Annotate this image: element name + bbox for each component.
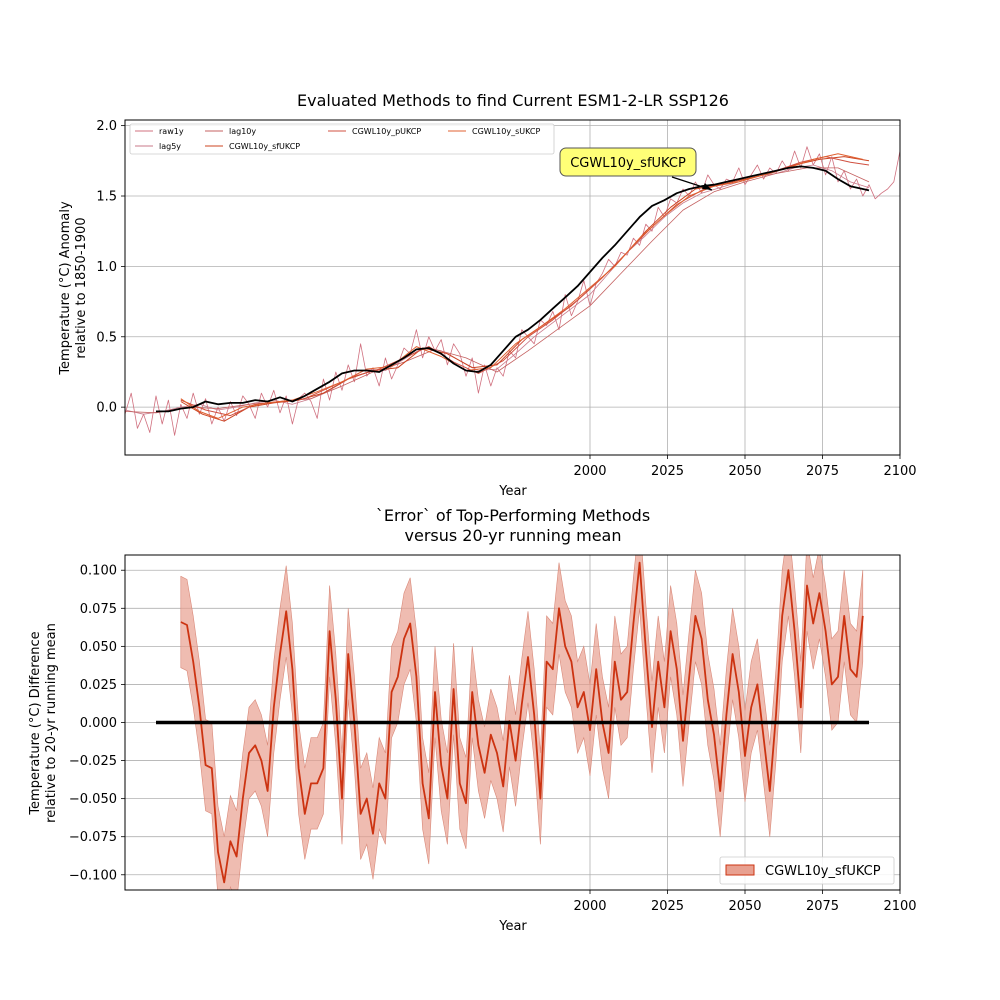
x-tick-label: 2000 xyxy=(573,464,606,479)
y-tick-label: 0.075 xyxy=(80,602,117,617)
x-tick-label: 2025 xyxy=(651,464,684,479)
top-x-ticks: 2000 2025 2050 2075 2100 xyxy=(573,455,917,479)
bottom-chart-title-line1: `Error` of Top-Performing Methods xyxy=(376,506,650,525)
legend-label: CGWL10y_sfUKCP xyxy=(229,142,300,151)
x-tick-label: 2050 xyxy=(728,899,761,914)
y-tick-label: 0.050 xyxy=(80,640,117,655)
y-tick-label: 1.5 xyxy=(96,190,117,205)
bottom-y-axis-label-line2: relative to 20-yr running mean xyxy=(44,623,59,823)
top-legend: raw1y lag5y lag10y CGWL10y_sfUKCP CGWL10y_pU… xyxy=(129,123,555,155)
bottom-lines xyxy=(156,561,869,884)
y-tick-label: 0.0 xyxy=(96,401,117,416)
y-tick-label: −0.100 xyxy=(69,868,117,883)
y-tick-label: 0.5 xyxy=(96,330,117,345)
bottom-chart-title-line2: versus 20-yr running mean xyxy=(405,526,622,545)
series-line-raw1y xyxy=(125,146,900,436)
legend-label: lag5y xyxy=(159,142,181,151)
x-tick-label: 2075 xyxy=(806,464,839,479)
series-line-reference-mean xyxy=(156,165,870,413)
x-tick-label: 2000 xyxy=(573,899,606,914)
y-tick-label: −0.075 xyxy=(69,830,117,845)
annotation-arrow-head xyxy=(702,183,712,190)
legend-label: CGWL10y_pUKCP xyxy=(352,127,421,136)
y-tick-label: 0.025 xyxy=(80,678,117,693)
legend-label: lag10y xyxy=(229,127,256,136)
x-tick-label: 2100 xyxy=(883,464,916,479)
series-line-CGWL10y_sUKCP xyxy=(180,153,863,419)
bottom-legend: CGWL10y_sfUKCP xyxy=(719,856,895,885)
x-tick-label: 2050 xyxy=(728,464,761,479)
top-axes-frame xyxy=(124,119,901,456)
annotation: CGWL10y_sfUKCP xyxy=(559,147,713,191)
top-lines xyxy=(125,146,900,436)
x-tick-label: 2100 xyxy=(883,899,916,914)
annotation-text: CGWL10y_sfUKCP xyxy=(570,156,686,171)
bottom-legend-swatch xyxy=(725,864,755,876)
top-y-axis-label-line1: Temperature (°C) Anomaly xyxy=(58,201,73,376)
top-chart-title: Evaluated Methods to find Current ESM1-2… xyxy=(297,91,729,110)
y-tick-label: −0.025 xyxy=(69,754,117,769)
bottom-legend-label: CGWL10y_sfUKCP xyxy=(765,864,881,879)
top-y-ticks: 0.0 0.5 1.0 1.5 2.0 xyxy=(96,119,125,416)
x-tick-label: 2075 xyxy=(806,899,839,914)
legend-label: raw1y xyxy=(159,127,184,136)
x-tick-label: 2025 xyxy=(651,899,684,914)
bottom-x-axis-label: Year xyxy=(498,919,527,934)
bottom-y-axis-label-line1: Temperature (°C) Difference xyxy=(28,631,43,815)
y-tick-label: 0.000 xyxy=(80,716,117,731)
top-legend-entries: raw1y lag5y lag10y CGWL10y_sfUKCP CGWL10y_pU… xyxy=(135,127,540,151)
top-x-axis-label: Year xyxy=(498,484,527,499)
legend-label: CGWL10y_sUKCP xyxy=(472,127,540,136)
y-tick-label: 2.0 xyxy=(96,119,117,134)
y-tick-label: −0.050 xyxy=(69,792,117,807)
y-tick-label: 1.0 xyxy=(96,260,117,275)
series-line-lag10y xyxy=(125,167,870,414)
bottom-y-ticks: −0.100 −0.075 −0.050 −0.025 0.000 0.025 0.050 0… xyxy=(69,564,125,883)
bottom-x-ticks: 2000 2025 2050 2075 2100 xyxy=(573,890,917,914)
y-tick-label: 0.100 xyxy=(80,564,117,579)
top-y-axis-label-line2: relative to 1850-1900 xyxy=(74,217,89,358)
annotation-box xyxy=(559,147,697,177)
bottom-legend-box xyxy=(719,856,895,885)
